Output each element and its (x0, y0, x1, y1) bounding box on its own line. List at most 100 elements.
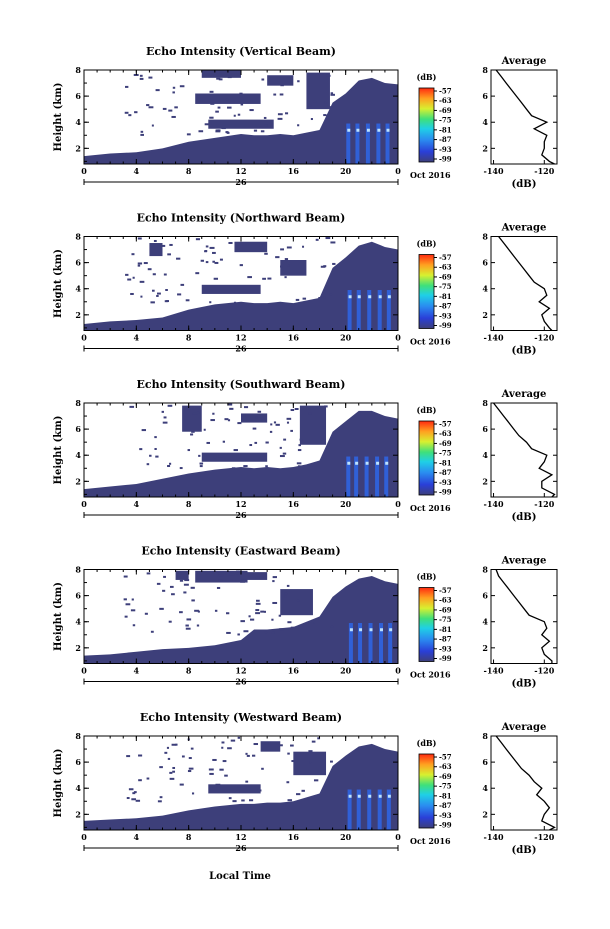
echo-speck (324, 101, 327, 104)
echo-speck (212, 251, 216, 254)
echo-speck (156, 294, 159, 297)
echo-speck (323, 114, 327, 117)
echo-patch-4 (299, 405, 327, 445)
x-axis-label-local-time: Local Time (209, 871, 271, 882)
colorbar (418, 753, 435, 829)
average-y-tick-label: 8 (482, 65, 488, 75)
average-y-tick-label: 2 (482, 809, 488, 819)
x-tick-label: 8 (186, 499, 192, 509)
date-month-year-label: Oct 2016 (410, 503, 451, 513)
echo-speck (155, 89, 160, 92)
echo-speck (198, 130, 204, 133)
echo-patch-3 (241, 572, 268, 580)
echo-speck (322, 426, 326, 429)
echo-peak (369, 628, 373, 632)
panel-5: Echo Intensity (Westward Beam) Height (km… (53, 711, 558, 856)
x-tick-label: 16 (288, 832, 300, 842)
colorbar (418, 254, 435, 329)
echo-speck (264, 742, 269, 745)
echo-speck (279, 628, 284, 631)
x-tick-label: 12 (235, 666, 246, 676)
echo-peak (366, 128, 370, 132)
echo-patch-1 (201, 284, 261, 294)
colorbar-tick-label: -99 (439, 821, 452, 830)
colorbar-tick-label: -87 (439, 801, 452, 810)
echo-speck (127, 278, 132, 281)
x-tick-label: 0 (81, 499, 87, 509)
y-tick-label: 2 (75, 310, 81, 320)
echo-speck (272, 580, 275, 583)
echo-speck (143, 262, 148, 265)
colorbar-tick-label: -63 (439, 762, 452, 771)
colorbar-tick-label: -93 (439, 811, 452, 820)
colorbar-tick-label: -63 (439, 429, 452, 438)
x-tick-label: 16 (288, 166, 300, 176)
echo-speck (128, 788, 134, 791)
echo-peak (356, 128, 360, 132)
echo-speck (243, 630, 249, 633)
echo-speck (138, 779, 142, 782)
y-tick-label: 4 (75, 783, 81, 793)
date-month-year-label: Oct 2016 (410, 337, 451, 347)
colorbar-unit: (dB) (417, 738, 437, 748)
echo-speck (271, 631, 275, 634)
echo-speck (233, 301, 237, 304)
echo-peak (357, 794, 361, 798)
colorbar-unit: (dB) (417, 405, 437, 415)
echo-speck (237, 736, 241, 739)
echo-speck (264, 124, 268, 127)
echo-speck (302, 297, 307, 300)
echo-peak (385, 461, 389, 465)
echo-speck (166, 746, 170, 749)
echo-speck (216, 586, 221, 589)
echo-speck (132, 624, 136, 627)
average-frame (490, 735, 558, 831)
echo-speck (247, 276, 252, 279)
echo-speck (262, 277, 266, 280)
colorbar-tick-label: -75 (439, 449, 452, 458)
colorbar-tick-label: -93 (439, 478, 452, 487)
echo-speck (329, 293, 333, 296)
echo-speck (302, 245, 305, 248)
echo-speck (159, 796, 163, 799)
colorbar-unit: (dB) (417, 239, 437, 249)
echo-speck (132, 792, 136, 795)
echo-speck (199, 465, 203, 468)
echo-speck (330, 92, 334, 95)
colorbar-tick-label: -63 (439, 96, 452, 105)
average-x-tick-label: -140 (484, 499, 504, 509)
echo-peak (378, 295, 382, 299)
echo-speck (273, 421, 277, 424)
x-tick-label: 0 (395, 499, 401, 509)
echo-peak (347, 128, 351, 132)
echo-speck (174, 106, 178, 109)
average-frame (490, 402, 558, 498)
echo-speck (185, 299, 190, 302)
colorbar-tick-label: -75 (439, 615, 452, 624)
echo-speck (261, 767, 264, 770)
echo-speck (218, 574, 224, 577)
average-title: Average (501, 389, 547, 400)
echo-speck (301, 440, 305, 443)
echo-speck (171, 115, 176, 118)
date-month-year-label: Oct 2016 (410, 170, 451, 180)
colorbar-tick-label: -87 (439, 302, 452, 311)
average-y-tick-label: 6 (482, 591, 488, 601)
echo-peak (386, 128, 390, 132)
echo-speck (240, 580, 246, 583)
y-tick-label: 2 (75, 643, 81, 653)
strong-echo-column (347, 290, 352, 331)
echo-speck (289, 610, 294, 613)
strong-echo-column (365, 123, 370, 164)
echo-speck (226, 612, 230, 615)
echo-patch-3 (280, 260, 307, 276)
panel-title: Echo Intensity (Eastward Beam) (141, 545, 340, 558)
colorbar-tick-label: -81 (439, 292, 452, 301)
echo-speck (308, 104, 312, 107)
echo-peak (377, 128, 381, 132)
y-tick-label: 6 (75, 91, 81, 101)
echo-speck (186, 133, 191, 136)
echo-speck (179, 467, 183, 470)
x-tick-label: 12 (235, 832, 246, 842)
